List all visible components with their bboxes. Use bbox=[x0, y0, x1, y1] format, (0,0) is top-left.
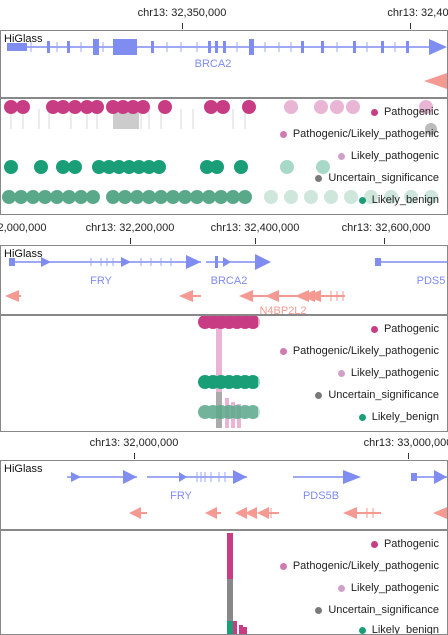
axis-tick-label: 2,000,000 bbox=[0, 222, 47, 234]
legend-item: Likely_pathogenic bbox=[337, 366, 439, 380]
axis-tick bbox=[182, 23, 183, 29]
clinvar-variant-track[interactable]: Pathogenic Pathogenic/Likely_pathogenic … bbox=[0, 98, 448, 215]
gene-track-canvas: BRCA2 bbox=[7, 39, 447, 89]
legend-item: Likely_pathogenic bbox=[337, 581, 439, 595]
axis-tick-label: chr13: 32,350,000 bbox=[137, 7, 227, 19]
legend-dot-icon bbox=[315, 606, 323, 614]
gene-label-n4bp2l2: N4BP2L2 bbox=[259, 305, 306, 314]
view-2: 2,000,000 chr13: 32,200,000 chr13: 32,40… bbox=[0, 215, 448, 432]
variant-legend: Pathogenic Pathogenic/Likely_pathogenic … bbox=[239, 535, 439, 634]
axis-tick-label: chr13: 32,400,000 bbox=[210, 222, 300, 234]
gene-label-brca2: BRCA2 bbox=[211, 275, 248, 287]
variant-legend: Pathogenic Pathogenic/Likely_pathogenic … bbox=[239, 103, 439, 213]
variant-dot-canvas bbox=[227, 531, 447, 634]
axis-tick-label: chr13: 32,600,000 bbox=[341, 222, 431, 234]
legend-item: Uncertain_significance bbox=[315, 388, 439, 402]
axis-tick-label: chr13: 33,000,000 bbox=[363, 437, 448, 449]
legend-dot-icon bbox=[279, 130, 287, 138]
axis-tick-label: chr13: 32,40 bbox=[387, 7, 448, 19]
legend-dot-icon bbox=[370, 540, 378, 548]
legend-item: Likely_benign bbox=[358, 410, 439, 424]
legend-item: Likely_benign bbox=[358, 623, 439, 634]
genomic-axis: chr13: 32,000,000 chr13: 33,000,000 bbox=[0, 430, 448, 460]
gene-track-canvas: FRY PDS5B bbox=[67, 470, 447, 519]
legend-item: Pathogenic/Likely_pathogenic bbox=[279, 127, 439, 141]
legend-dot-icon bbox=[279, 347, 287, 355]
legend-dot-icon bbox=[337, 584, 345, 592]
gene-label-pds5b: PDS5B bbox=[303, 490, 339, 502]
gene-track-canvas: FRY BRCA2 PDS5 bbox=[5, 254, 447, 314]
axis-tick bbox=[384, 238, 385, 244]
gene-label-brca2: BRCA2 bbox=[195, 58, 232, 70]
legend-item: Likely_benign bbox=[358, 193, 439, 207]
variant-dot-canvas bbox=[2, 99, 447, 214]
legend-dot-icon bbox=[279, 562, 287, 570]
genomic-axis: 2,000,000 chr13: 32,200,000 chr13: 32,40… bbox=[0, 215, 448, 245]
view-3: chr13: 32,000,000 chr13: 33,000,000 HiGl… bbox=[0, 430, 448, 635]
axis-tick bbox=[408, 453, 409, 459]
gene-label-pds5: PDS5 bbox=[417, 275, 446, 287]
legend-dot-icon bbox=[315, 391, 323, 399]
gene-annotation-track[interactable]: HiGlass bbox=[0, 30, 448, 98]
gene-annotation-track[interactable]: HiGlass FRY PDS5B bbox=[0, 460, 448, 530]
gene-label-fry: FRY bbox=[90, 275, 112, 287]
legend-item: Pathogenic/Likely_pathogenic bbox=[279, 559, 439, 573]
legend-dot-icon bbox=[337, 369, 345, 377]
legend-dot-icon bbox=[358, 626, 366, 634]
legend-item: Pathogenic/Likely_pathogenic bbox=[279, 344, 439, 358]
legend-item: Uncertain_significance bbox=[315, 171, 439, 185]
legend-item: Pathogenic bbox=[370, 105, 439, 119]
variant-legend: Pathogenic Pathogenic/Likely_pathogenic … bbox=[239, 320, 439, 430]
higlass-label: HiGlass bbox=[4, 33, 43, 45]
axis-tick-label: chr13: 32,200,000 bbox=[85, 222, 175, 234]
genomic-axis: chr13: 32,350,000 chr13: 32,40 bbox=[0, 0, 448, 30]
legend-item: Pathogenic bbox=[370, 537, 439, 551]
gene-label-fry: FRY bbox=[170, 490, 192, 502]
legend-item: Likely_pathogenic bbox=[337, 149, 439, 163]
axis-tick bbox=[130, 238, 131, 244]
higlass-label: HiGlass bbox=[4, 248, 43, 260]
legend-dot-icon bbox=[358, 196, 366, 204]
legend-dot-icon bbox=[370, 325, 378, 333]
legend-dot-icon bbox=[358, 413, 366, 421]
axis-tick bbox=[134, 453, 135, 459]
axis-tick bbox=[410, 23, 411, 29]
legend-dot-icon bbox=[370, 108, 378, 116]
gene-annotation-track[interactable]: HiGlass FRY BRCA2 bbox=[0, 245, 448, 315]
legend-item: Pathogenic bbox=[370, 322, 439, 336]
clinvar-variant-track[interactable]: Pathogenic Pathogenic/Likely_pathogenic … bbox=[0, 530, 448, 635]
legend-dot-icon bbox=[337, 152, 345, 160]
legend-dot-icon bbox=[315, 174, 323, 182]
higlass-label: HiGlass bbox=[4, 463, 43, 475]
axis-tick bbox=[255, 238, 256, 244]
axis-tick-label: chr13: 32,000,000 bbox=[89, 437, 179, 449]
view-1: chr13: 32,350,000 chr13: 32,40 HiGlass bbox=[0, 0, 448, 215]
variant-dot-canvas bbox=[198, 316, 447, 431]
legend-item: Uncertain_significance bbox=[315, 603, 439, 617]
clinvar-variant-track[interactable]: Pathogenic Pathogenic/Likely_pathogenic … bbox=[0, 315, 448, 432]
